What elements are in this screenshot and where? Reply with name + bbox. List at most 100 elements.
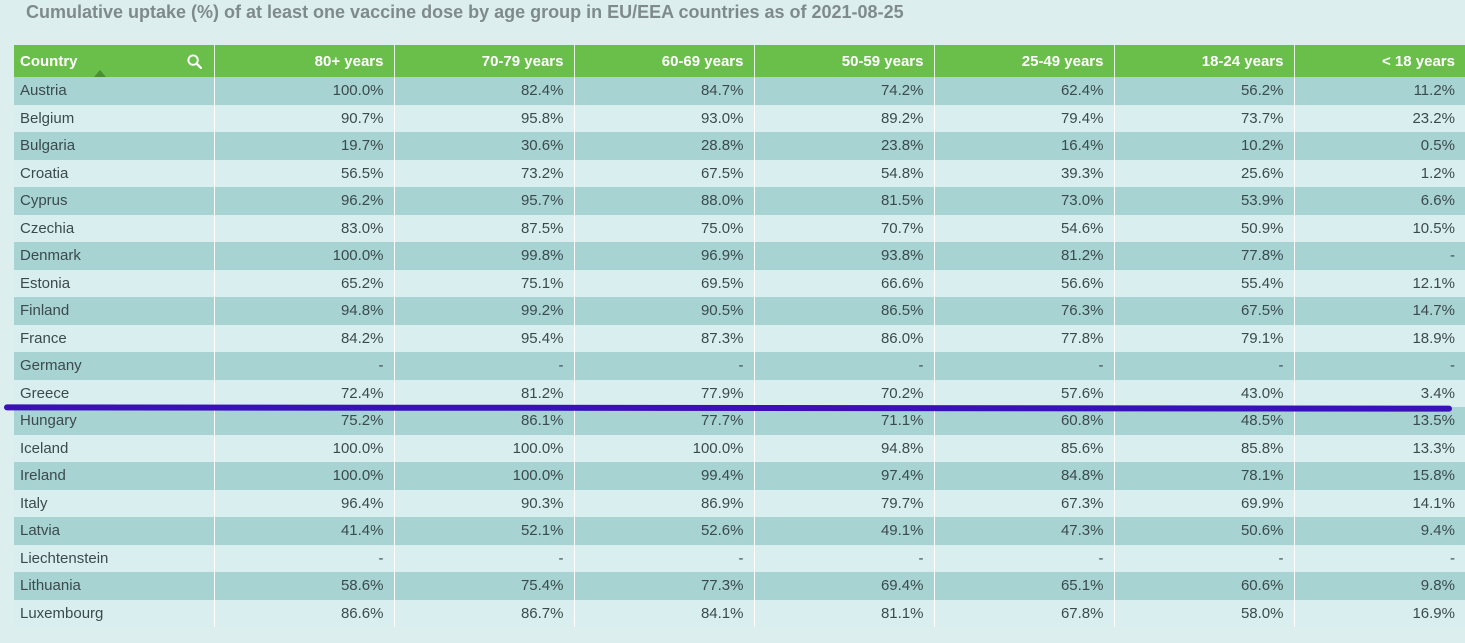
column-header-2[interactable]: 70-79 years: [394, 45, 575, 77]
uptake-cell: 0.5%: [1294, 132, 1465, 160]
uptake-cell: 19.7%: [214, 132, 395, 160]
uptake-cell: 77.9%: [574, 379, 755, 407]
uptake-cell: 86.6%: [214, 599, 395, 627]
uptake-cell: 100.0%: [214, 77, 395, 105]
table-row: Liechtenstein - - - - - - -: [14, 544, 1465, 572]
uptake-cell: 69.5%: [574, 269, 755, 297]
uptake-cell: 79.4%: [934, 104, 1115, 132]
uptake-cell: 67.3%: [934, 489, 1115, 517]
country-cell: Latvia: [14, 517, 215, 545]
uptake-cell: 15.8%: [1294, 462, 1465, 490]
table-body: Austria 100.0% 82.4% 84.7% 74.2% 62.4% 56.2% 11…: [14, 77, 1465, 627]
uptake-cell: 74.2%: [754, 77, 935, 105]
column-header-label: 18-24 years: [1201, 52, 1284, 70]
uptake-cell: 77.8%: [934, 324, 1115, 352]
uptake-cell: 97.4%: [754, 462, 935, 490]
country-cell: Denmark: [14, 242, 215, 270]
uptake-cell: 70.7%: [754, 214, 935, 242]
uptake-cell: -: [934, 352, 1115, 380]
uptake-cell: 9.4%: [1294, 517, 1465, 545]
uptake-cell: -: [214, 544, 395, 572]
uptake-cell: 43.0%: [1114, 379, 1295, 407]
uptake-cell: 84.7%: [574, 77, 755, 105]
uptake-cell: 25.6%: [1114, 159, 1295, 187]
uptake-cell: 13.3%: [1294, 434, 1465, 462]
uptake-cell: 47.3%: [934, 517, 1115, 545]
table-row: Croatia 56.5% 73.2% 67.5% 54.8% 39.3% 25.6% 1.2…: [14, 159, 1465, 187]
uptake-cell: 14.7%: [1294, 297, 1465, 325]
table-row: Latvia 41.4% 52.1% 52.6% 49.1% 47.3% 50.6% 9.4%: [14, 517, 1465, 545]
country-cell: France: [14, 324, 215, 352]
table-row: France 84.2% 95.4% 87.3% 86.0% 77.8% 79.1% 18.9…: [14, 324, 1465, 352]
uptake-cell: 100.0%: [214, 462, 395, 490]
column-header-5[interactable]: 25-49 years: [934, 45, 1115, 77]
uptake-cell: 95.7%: [394, 187, 575, 215]
column-header-1[interactable]: 80+ years: [214, 45, 395, 77]
sort-ascending-icon[interactable]: [94, 70, 106, 77]
country-cell: Bulgaria: [14, 132, 215, 160]
annotation-underline: [3, 404, 1453, 412]
search-icon[interactable]: [186, 54, 202, 69]
column-header-label: 60-69 years: [661, 52, 744, 70]
uptake-cell: 85.6%: [934, 434, 1115, 462]
table-row: Ireland 100.0% 100.0% 99.4% 97.4% 84.8% 78.1% 1…: [14, 462, 1465, 490]
uptake-cell: 65.2%: [214, 269, 395, 297]
uptake-cell: 100.0%: [214, 242, 395, 270]
uptake-cell: 23.8%: [754, 132, 935, 160]
uptake-cell: 67.8%: [934, 599, 1115, 627]
table-row: Denmark 100.0% 99.8% 96.9% 93.8% 81.2% 77.8% -: [14, 242, 1465, 270]
uptake-cell: -: [1114, 544, 1295, 572]
table-row: Finland 94.8% 99.2% 90.5% 86.5% 76.3% 67.5% 14.…: [14, 297, 1465, 325]
uptake-cell: 16.4%: [934, 132, 1115, 160]
uptake-cell: 86.1%: [394, 407, 575, 435]
column-header-4[interactable]: 50-59 years: [754, 45, 935, 77]
column-header-3[interactable]: 60-69 years: [574, 45, 755, 77]
uptake-cell: 67.5%: [1114, 297, 1295, 325]
uptake-cell: 10.5%: [1294, 214, 1465, 242]
uptake-cell: -: [394, 352, 575, 380]
column-header-7[interactable]: < 18 years: [1294, 45, 1465, 77]
uptake-cell: 84.8%: [934, 462, 1115, 490]
uptake-cell: 66.6%: [754, 269, 935, 297]
uptake-cell: 96.4%: [214, 489, 395, 517]
country-cell: Ireland: [14, 462, 215, 490]
uptake-cell: 69.4%: [754, 572, 935, 600]
table-row: Czechia 83.0% 87.5% 75.0% 70.7% 54.6% 50.9% 10.…: [14, 214, 1465, 242]
uptake-cell: 56.2%: [1114, 77, 1295, 105]
uptake-cell: 99.4%: [574, 462, 755, 490]
column-header-label: Country: [20, 52, 78, 70]
uptake-cell: -: [394, 544, 575, 572]
uptake-cell: 67.5%: [574, 159, 755, 187]
country-cell: Lithuania: [14, 572, 215, 600]
column-header-6[interactable]: 18-24 years: [1114, 45, 1295, 77]
column-header-country[interactable]: Country: [14, 45, 215, 77]
table-row: Estonia 65.2% 75.1% 69.5% 66.6% 56.6% 55.4% 12.…: [14, 269, 1465, 297]
country-cell: Hungary: [14, 407, 215, 435]
uptake-cell: 100.0%: [394, 462, 575, 490]
country-cell: Finland: [14, 297, 215, 325]
uptake-cell: 55.4%: [1114, 269, 1295, 297]
uptake-cell: 93.0%: [574, 104, 755, 132]
uptake-cell: 100.0%: [394, 434, 575, 462]
uptake-cell: -: [1294, 242, 1465, 270]
uptake-cell: 56.6%: [934, 269, 1115, 297]
uptake-cell: 60.6%: [1114, 572, 1295, 600]
uptake-cell: 90.7%: [214, 104, 395, 132]
uptake-cell: -: [574, 352, 755, 380]
uptake-cell: 50.6%: [1114, 517, 1295, 545]
uptake-cell: 54.8%: [754, 159, 935, 187]
country-cell: Luxembourg: [14, 599, 215, 627]
uptake-cell: 75.0%: [574, 214, 755, 242]
uptake-cell: 50.9%: [1114, 214, 1295, 242]
uptake-cell: 85.8%: [1114, 434, 1295, 462]
uptake-cell: 77.3%: [574, 572, 755, 600]
uptake-cell: 86.7%: [394, 599, 575, 627]
uptake-cell: 86.9%: [574, 489, 755, 517]
table-container: Country 80+ years 70-79 years 60-69 years 50…: [14, 45, 1465, 627]
country-cell: Germany: [14, 352, 215, 380]
column-header-label: 80+ years: [314, 52, 384, 70]
country-cell: Italy: [14, 489, 215, 517]
uptake-cell: 71.1%: [754, 407, 935, 435]
uptake-cell: 81.2%: [394, 379, 575, 407]
uptake-cell: -: [754, 352, 935, 380]
